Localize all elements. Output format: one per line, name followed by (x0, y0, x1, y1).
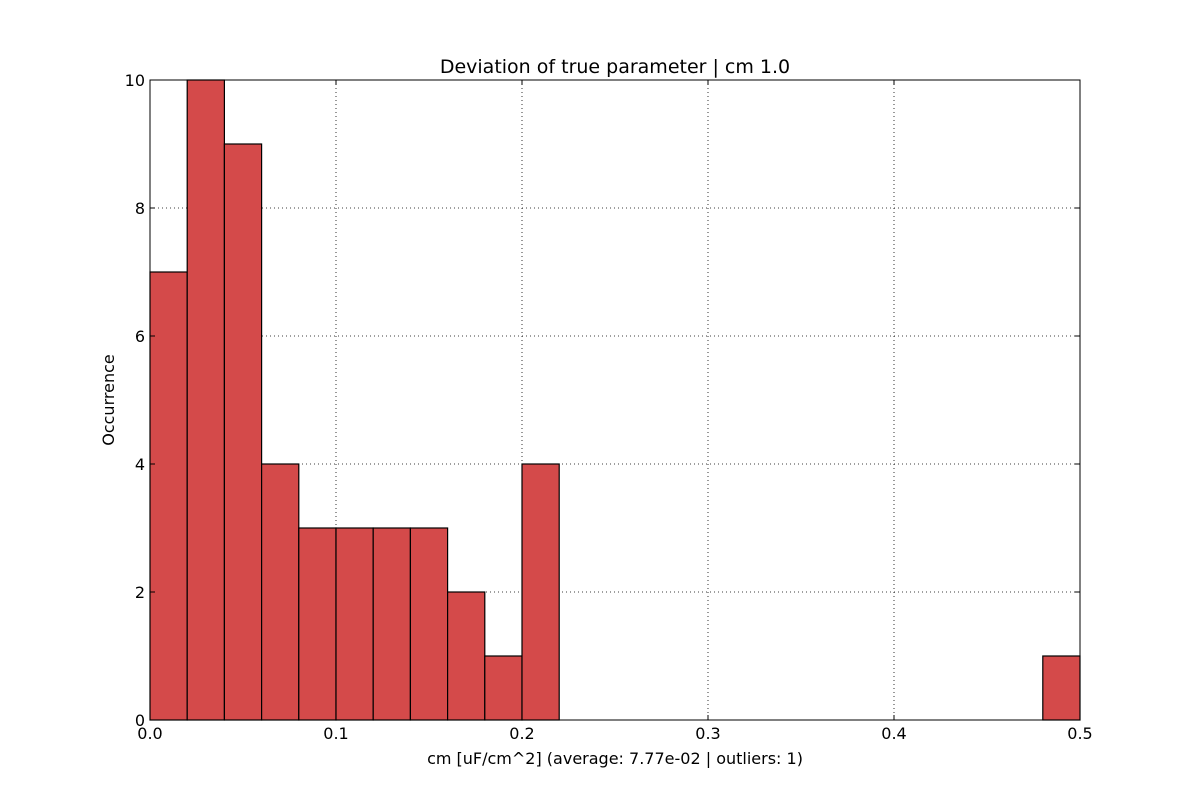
histogram-bar (372, 527, 412, 721)
y-tick-label: 10 (125, 71, 145, 90)
histogram-bar (223, 143, 263, 721)
grid-layer (150, 80, 1080, 720)
y-tick-label: 4 (135, 455, 145, 474)
x-tick-label: 0.4 (881, 724, 906, 743)
x-tick-label: 0.1 (323, 724, 348, 743)
plot-frame (149, 79, 1081, 721)
histogram-bar (521, 463, 560, 721)
y-axis-label: Occurrence (99, 354, 118, 445)
x-tick-label: 0.3 (695, 724, 720, 743)
histogram-bar (186, 79, 225, 721)
histogram-bar (1042, 655, 1081, 721)
bars-layer (149, 79, 1081, 721)
y-tick-label: 0 (135, 711, 145, 730)
histogram-bar (298, 527, 337, 721)
x-axis-label: cm [uF/cm^2] (average: 7.77e-02 | outlie… (427, 749, 803, 768)
x-tick-label: 0.2 (509, 724, 534, 743)
x-tick-label: 0.0 (137, 724, 162, 743)
ticks-layer: 0.0 0.1 0.2 0.3 0.4 0.5 0 2 4 6 8 10 (125, 71, 1093, 743)
y-tick-label: 2 (135, 583, 145, 602)
y-tick-label: 6 (135, 327, 145, 346)
histogram-bar (447, 591, 486, 721)
x-tick-label: 0.5 (1067, 724, 1092, 743)
y-tick-label: 8 (135, 199, 145, 218)
histogram-bar (149, 271, 188, 721)
histogram-bar (484, 655, 523, 721)
histogram-bar (335, 527, 374, 721)
histogram-bar (409, 527, 449, 721)
histogram-bar (261, 463, 300, 721)
chart-title: Deviation of true parameter | cm 1.0 (440, 56, 790, 78)
